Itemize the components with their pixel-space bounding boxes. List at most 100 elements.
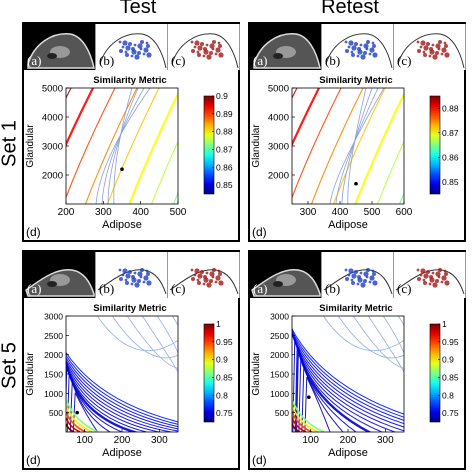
x-tick-label: 300 [95,207,112,218]
contour-line [111,316,178,359]
colorbar-tick-label: 0.89 [216,109,233,119]
thumbnail-blue-image: (b) [322,24,394,70]
contour-line [66,362,149,432]
x-tick-label: 200 [58,207,75,218]
contour-line [292,405,319,432]
contour-line [310,88,364,204]
contour-line [150,140,178,204]
contour-line [329,88,385,204]
colorbar-tick-label: 0.9 [216,91,228,101]
breast-slice-image [171,33,239,69]
contour-line [101,88,145,204]
chart-title: Similarity Metric [319,75,392,86]
contour-line [292,411,313,432]
contour-line [66,354,178,425]
contour-line [367,316,404,373]
thumbnail-label-b: (b) [325,53,341,68]
y-tick-label: 2500 [44,331,63,341]
contour-chart: Similarity Metric 100 200 300 500 1000 1500 200… [251,303,459,467]
y-tick-label: 2000 [268,171,289,182]
x-tick-label: 300 [377,435,394,446]
thumbnail-label-a: (a) [253,53,268,68]
colorbar-tick-label: 0.85 [442,177,459,187]
breast-slice-image [397,33,465,69]
contour-line [292,331,404,421]
chart-title: Similarity Metric [93,75,166,86]
thumbnail-blue-image: (b) [96,24,168,70]
chart-title: Similarity Metric [93,303,166,314]
y-tick-label: 500 [275,408,289,418]
thumbnail-label-a: (a) [27,281,42,296]
x-axis-label: Adipose [102,447,142,459]
contour-line [66,399,99,432]
optimum-marker [75,410,79,415]
breast-slice-image [169,268,239,295]
x-tick-label: 100 [76,435,93,446]
x-axis-label: Adipose [102,219,142,231]
colorbar-tick-label: 0.75 [216,408,233,418]
breast-slice-image [253,33,321,69]
x-tick-label: 600 [396,207,413,218]
thumbnail-red-image: (c) [168,24,240,70]
contour-line [341,88,373,204]
colorbar [429,323,441,423]
contour-line [292,332,404,425]
thumbnail-blue-image: (b) [96,252,168,298]
thumbnail-label-c: (c) [397,53,412,68]
y-tick-label: 3000 [268,142,289,153]
x-tick-label: 100 [302,435,319,446]
y-tick-label: 1500 [44,370,63,380]
y-tick-label: 1000 [270,389,289,399]
contour-line [128,91,178,204]
colorbar-tick-label: 0.86 [442,152,459,162]
contour-line [292,88,321,148]
y-axis-label: Glandular [251,352,262,396]
contour-line [376,140,404,204]
thumbnail-label-c: (c) [171,281,186,296]
colorbar-tick-label: 0.95 [216,337,233,347]
thumbnail-label-b: (b) [99,281,115,296]
breast-slice-image [325,33,393,69]
contour-line [322,316,404,352]
thumbnail-label-c: (c) [171,53,186,68]
colorbar [429,95,441,195]
contour-line [72,392,99,432]
colorbar-tick-label: 0.88 [216,127,233,137]
contour-line [173,191,178,204]
contour-line [292,332,404,428]
contour-line [66,417,81,432]
colorbar [203,95,215,195]
thumbnail-red-image: (c) [394,252,466,298]
panel-label-d: (d) [26,225,41,239]
y-tick-label: 4000 [42,113,63,124]
thumbnail-gray-image: (a) [250,252,322,298]
contour-line [126,316,178,369]
panel-label-d: (d) [252,225,267,239]
colorbar-tick-label: 0.88 [442,103,459,113]
thumbnail-red-image: (c) [394,24,466,70]
contour-line [292,423,301,432]
contour-chart: Similarity Metric 200 300 400 500 2000 3000 400… [25,75,233,239]
thumbnail-label-a: (a) [27,53,42,68]
x-axis-label: Adipose [328,447,368,459]
x-tick-label: 200 [114,435,131,446]
y-tick-label: 3000 [270,312,289,322]
thumbnail-label-b: (b) [325,281,341,296]
x-tick-label: 400 [132,207,149,218]
contour-line [354,91,404,204]
thumbnail-label-a: (a) [253,281,268,296]
contour-line [66,423,75,432]
panel-set5-test: (a) (b) (c) Similarity Metric 100 200 300 500 10… [22,250,240,470]
breast-slice-image [99,33,167,69]
breast-slice-image [395,268,465,295]
breast-slice-image [323,268,393,295]
breast-slice-image [251,269,321,297]
colorbar-tick-label: 0.9 [442,355,454,365]
contour-line [292,330,404,432]
x-axis-label: Adipose [328,219,368,231]
panel-set1-retest: (a) (b) (c) Similarity Metric 300 400 500 600 20… [248,22,466,242]
contour-line [292,327,404,415]
optimum-marker [120,167,124,171]
x-tick-label: 300 [300,207,317,218]
panel-label-d: (d) [252,453,267,467]
